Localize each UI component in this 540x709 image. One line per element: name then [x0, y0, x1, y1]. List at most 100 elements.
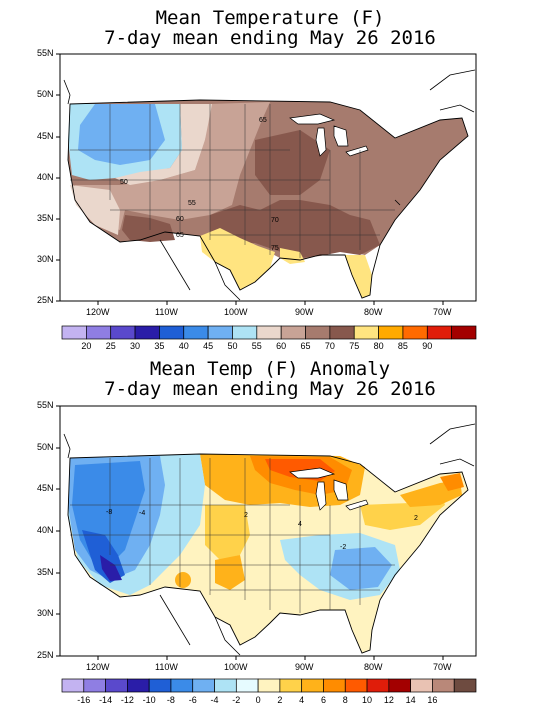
lake-superior — [289, 467, 336, 479]
contour-label-2: 2 — [244, 512, 248, 519]
colorbar-swatch — [353, 325, 379, 340]
colorbar-swatch — [214, 678, 237, 693]
map-title: Mean Temperature (F) — [155, 7, 385, 29]
contour-label-4: -2 — [340, 544, 346, 551]
warm-spot-southwest — [175, 572, 191, 588]
lake-erie — [345, 499, 369, 511]
contour-label-3: 60 — [176, 216, 184, 223]
contour-label-6: 75 — [271, 245, 279, 252]
colorbar-tick-label: -2 — [232, 695, 241, 705]
state-borders — [70, 458, 395, 613]
colorbar-tick-label: 6 — [320, 695, 326, 705]
colorbar — [61, 678, 477, 693]
colorbar-tick-label: 90 — [422, 341, 433, 351]
map-subtitle: 7-day mean ending May 26 2016 — [104, 27, 436, 49]
colorbar-swatch — [453, 678, 477, 693]
colorbar — [61, 325, 477, 340]
colorbar-tick-label: 50 — [227, 341, 238, 351]
colorbar-tick-label: 60 — [276, 341, 287, 351]
region-75-80-texas — [200, 228, 275, 290]
lake-michigan — [315, 481, 327, 511]
lake-huron — [333, 479, 349, 501]
region-minus4-minus2-east — [330, 547, 392, 590]
colorbar-tick-label: 8 — [342, 695, 348, 705]
colorbar-swatch — [402, 325, 428, 340]
contour-label-5: 2 — [414, 515, 418, 522]
lat-label: 30N — [37, 254, 54, 264]
lat-label: 50N — [37, 89, 54, 99]
colorbar-swatch — [207, 325, 233, 340]
lon-label: 90W — [295, 307, 314, 317]
colorbar-tick-label: -12 — [120, 695, 134, 705]
colorbar-swatch — [148, 678, 172, 693]
colorbar-swatch — [105, 678, 128, 693]
colorbar-swatch — [183, 325, 209, 340]
contour-labels: -8 -4 2 4 -2 2 — [106, 509, 418, 551]
lon-label: 110W — [155, 307, 178, 317]
colorbar-swatch — [280, 325, 306, 340]
colorbar-swatch — [378, 325, 404, 340]
colorbar-tick-label: 65 — [300, 341, 311, 351]
lon-label: 120W — [86, 662, 110, 672]
contour-labels: 65 50 55 60 70 65 75 — [120, 117, 279, 252]
colorbar-tick-label: 70 — [324, 341, 335, 351]
lake-michigan — [315, 127, 327, 157]
region-55-60 — [115, 104, 212, 185]
lat-label: 50N — [37, 442, 54, 452]
colorbar-swatch — [61, 678, 85, 693]
colorbar-swatch — [110, 325, 136, 340]
lat-label: 30N — [37, 608, 54, 618]
lat-label: 35N — [37, 213, 54, 223]
colorbar-tick-label: 35 — [154, 341, 165, 351]
colorbar-swatch — [344, 678, 368, 693]
colorbar-swatch — [83, 678, 106, 693]
region-70-75-plains — [255, 130, 330, 195]
lake-erie — [345, 145, 369, 157]
colorbar-tick-label: 30 — [130, 341, 141, 351]
region-55-60-west — [70, 185, 120, 235]
contour-label-4: 70 — [271, 217, 279, 224]
colorbar-swatch — [256, 325, 282, 340]
contour-label-1: 50 — [120, 179, 128, 186]
region-minus10-minus8-west — [100, 555, 122, 581]
colorbar-swatch — [170, 678, 194, 693]
colorbar-swatch — [323, 678, 346, 693]
colorbar-tick-label: 80 — [373, 341, 384, 351]
colorbar-swatch — [305, 325, 331, 340]
lat-label: 55N — [37, 48, 54, 58]
colorbar-swatch — [235, 678, 259, 693]
colorbar-swatch — [366, 678, 390, 693]
lon-label: 80W — [364, 662, 383, 672]
region-6-8-newengland — [440, 473, 464, 491]
colorbar-swatch — [127, 678, 150, 693]
lon-label: 70W — [433, 662, 452, 672]
lon-label: 90W — [295, 662, 314, 672]
colorbar-swatch — [426, 325, 452, 340]
colorbar-swatch — [85, 325, 112, 340]
lat-label: 40N — [37, 525, 54, 535]
lon-label: 110W — [155, 662, 178, 672]
coastlines — [63, 69, 476, 301]
colorbar-tick-label: 2 — [277, 695, 283, 705]
colorbar-swatch — [257, 678, 281, 693]
colorbar-tick-label: -6 — [188, 695, 197, 705]
colorbar-swatch — [410, 678, 433, 693]
colorbar-tick-label: -8 — [166, 695, 175, 705]
colorbar-tick-label: 0 — [255, 695, 261, 705]
colorbar-swatch — [159, 325, 185, 340]
colorbar-tick-label: -16 — [77, 695, 91, 705]
colorbar-tick-label: 20 — [81, 341, 92, 351]
us-outline — [67, 99, 469, 299]
colorbar-swatch — [388, 678, 411, 693]
lat-label: 40N — [37, 172, 54, 182]
region-60-65 — [75, 102, 270, 230]
colorbar-tick-label: 40 — [178, 341, 189, 351]
contour-label-1: -4 — [139, 510, 145, 517]
lat-label: 55N — [37, 400, 54, 410]
colorbar-tick-label: 55 — [251, 341, 262, 351]
temperature-anomaly-panel: Mean Temp (F) Anomaly 7-day mean ending … — [0, 355, 540, 709]
contour-label-0: 65 — [259, 117, 267, 124]
colorbar-swatch — [301, 678, 324, 693]
region-4-6-southplains — [215, 555, 245, 590]
lon-label: 100W — [224, 307, 248, 317]
